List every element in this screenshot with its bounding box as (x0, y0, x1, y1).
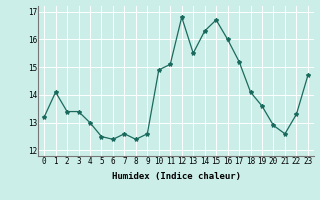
X-axis label: Humidex (Indice chaleur): Humidex (Indice chaleur) (111, 172, 241, 181)
